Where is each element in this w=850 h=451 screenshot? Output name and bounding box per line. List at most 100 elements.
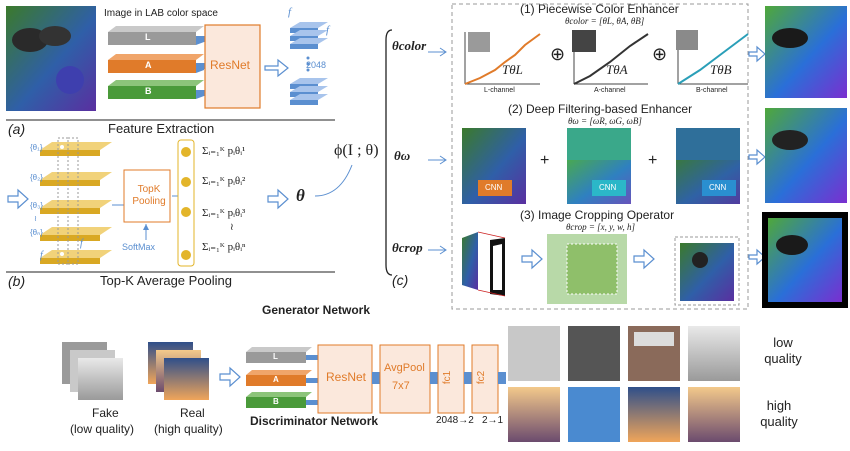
param-crop: θcrop — [392, 240, 423, 255]
theta-label-3: {θ₃} — [30, 201, 44, 210]
avgpool-label: AvgPool — [384, 362, 425, 374]
f-mid: f — [80, 238, 83, 249]
feature-stack — [290, 22, 328, 105]
resnet-to-avgpool — [372, 372, 380, 384]
sum-to-theta-arrow — [267, 188, 289, 210]
phi-function: ϕ(I ; θ) — [334, 142, 379, 159]
input-butterfly-image — [6, 6, 96, 111]
theta-label-ellipsis: ≀ — [34, 214, 37, 223]
resnet-to-features-arrow — [264, 58, 289, 78]
section-2-title: (2) Deep Filtering-based Enhancer — [508, 102, 693, 116]
dim-fc1: 2048→2 — [436, 415, 474, 426]
pooled-vector-cells — [181, 147, 191, 260]
real-sub: (high quality) — [154, 422, 223, 436]
dim-fc2: 2→1 — [482, 415, 504, 426]
cropped-result — [674, 236, 740, 306]
lab-channel-bars — [108, 26, 204, 99]
curve-plot-a — [572, 30, 649, 85]
softmax-label: SoftMax — [122, 242, 156, 252]
crop-arrow-2 — [633, 248, 655, 270]
avgpool-block — [379, 344, 431, 414]
filter-image-3 — [676, 128, 740, 204]
output-image-crop — [762, 212, 848, 308]
theta-label-2: {θ₂} — [30, 173, 43, 182]
lab-label: Image in LAB color space — [104, 8, 218, 19]
disc-lab-bars — [246, 347, 318, 408]
sum-2: Σᵢ₌₁ᴷ pᵢθᵢ² — [202, 175, 246, 187]
cnn-label-3: CNN — [709, 183, 727, 192]
disc-channel-l: L — [273, 352, 278, 361]
section-2-formula: θω = [ωR, ωG, ωB] — [568, 116, 642, 126]
feature-extraction-title: Feature Extraction — [108, 121, 215, 136]
fake-sub: (low quality) — [70, 422, 135, 436]
filter-image-1 — [462, 128, 526, 204]
param-arrows — [428, 47, 447, 255]
curve-b-symbol: TθB — [710, 62, 732, 77]
oplus-1: ⊕ — [550, 44, 566, 64]
resnet-label-a: ResNet — [210, 58, 251, 72]
low-quality-samples — [508, 326, 740, 381]
sum-3: Σᵢ₌₁ᴷ pᵢθᵢ³ — [202, 207, 246, 219]
output-image-filter — [765, 108, 847, 203]
caption-c: (c) — [392, 272, 409, 288]
cnn-label-1: CNN — [485, 183, 503, 192]
oplus-2: ⊕ — [652, 44, 668, 64]
f-label-top: f — [288, 6, 292, 18]
theta-label-1: {θ₁} — [30, 143, 43, 152]
curve-plot-l — [464, 32, 541, 85]
section-1-formula: θcolor = [θL, θA, θB] — [565, 16, 645, 26]
plus-1: + — [540, 152, 550, 169]
lab-to-resnet-connectors — [196, 36, 206, 99]
section-1-title: (1) Piecewise Color Enhancer — [520, 2, 679, 16]
fc2-label: fc2 — [476, 370, 488, 385]
output-arrows — [748, 45, 766, 266]
theta-to-phi-link — [314, 164, 353, 197]
sum-1: Σᵢ₌₁ᴷ pᵢθᵢ¹ — [202, 145, 246, 157]
avgpool-to-fc1 — [430, 372, 438, 384]
fc1-label: fc1 — [442, 370, 454, 385]
topk-pooling-label: TopK Pooling — [132, 184, 166, 207]
curve-l-symbol: TθL — [502, 62, 523, 77]
f-bottom: f — [40, 250, 43, 261]
low-quality-label: low quality — [764, 335, 802, 366]
pooled-vector — [177, 139, 195, 267]
curve-a-label: A-channel — [594, 87, 626, 94]
channel-a: A — [145, 60, 152, 70]
avgpool-kernel: 7x7 — [392, 380, 410, 392]
section-3-formula: θcrop = [x, y, w, h] — [566, 222, 635, 232]
caption-b: (b) — [8, 273, 26, 289]
topk-layers — [40, 137, 112, 265]
topk-title: Top-K Average Pooling — [100, 273, 233, 288]
sum-n: Σᵢ₌₁ᴷ pᵢθᵢⁿ — [202, 241, 246, 253]
output-image-color — [765, 6, 847, 98]
filter-image-2 — [567, 128, 631, 204]
resnet-block-a — [204, 24, 261, 109]
resnet-block-disc — [317, 344, 373, 414]
crop-perspective — [462, 231, 506, 297]
param-color: θcolor — [392, 38, 427, 53]
dim-2048: 2048 — [306, 60, 327, 70]
theta-label-n: {θₙ} — [30, 228, 43, 237]
topk-input-arrow — [7, 188, 29, 210]
channel-b: B — [145, 86, 152, 96]
f-label-side: f — [326, 24, 330, 36]
curve-b-label: B-channel — [696, 87, 728, 94]
fake-label: Fake — [92, 406, 119, 420]
fc1-block — [437, 344, 465, 414]
high-quality-samples — [508, 387, 740, 442]
param-omega: θω — [394, 148, 411, 163]
disc-channel-b: B — [273, 397, 279, 406]
resnet-label-disc: ResNet — [326, 370, 367, 384]
fc2-output — [498, 372, 506, 384]
section-3-title: (3) Image Cropping Operator — [520, 208, 675, 222]
real-label: Real — [180, 406, 205, 420]
caption-a: (a) — [8, 121, 26, 137]
fake-image-stack — [62, 342, 123, 400]
topk-pooling-box — [123, 169, 171, 223]
sum-ellipsis: ≀ — [230, 222, 234, 233]
channel-l: L — [145, 32, 151, 42]
theta-symbol: θ — [296, 186, 305, 205]
generator-dashed-box — [451, 3, 749, 310]
disc-input-arrow — [219, 366, 241, 388]
